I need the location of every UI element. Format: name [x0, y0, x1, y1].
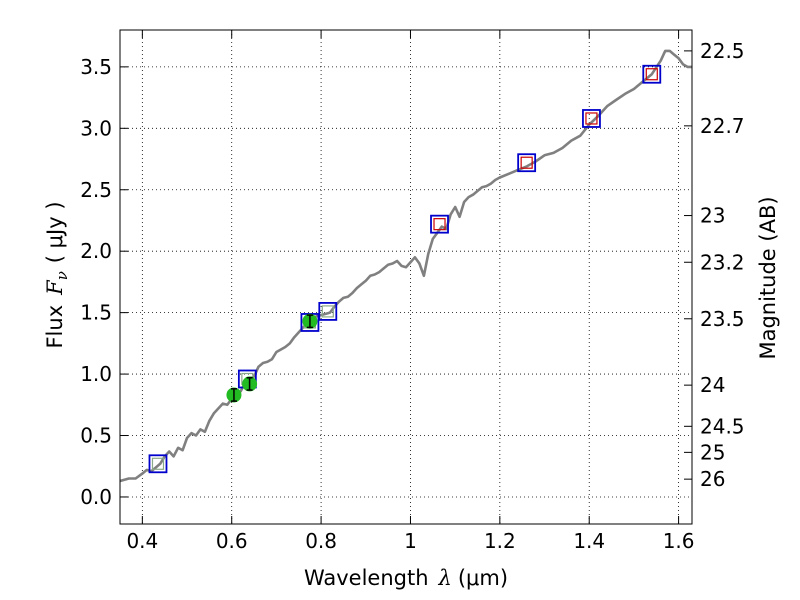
photometry-markers — [148, 64, 662, 474]
plot-frame — [119, 29, 693, 525]
y2-axis-label: Magnitude (AB) — [756, 196, 780, 359]
y-tick-label: 1.5 — [80, 301, 112, 325]
model-photometry-inner-square — [151, 457, 165, 470]
y-axis-ticks: 0.0 0.5 1.0 1.5 2.0 2.5 3.0 3.5 — [80, 55, 128, 509]
mag-tick-label: 26 — [700, 467, 725, 491]
model-photometry-inner-square — [520, 156, 533, 169]
x-axis-ticks: 0.4 0.6 0.8 1 1.2 1.4 1.6 — [126, 30, 695, 553]
x-tick-label: 0.4 — [126, 529, 158, 553]
y-tick-label: 1.0 — [80, 362, 112, 386]
model-photometry-square — [430, 214, 449, 234]
magnitude-axis-ticks: 22.5 22.7 23 23.2 23.5 24 24.525 26 — [684, 39, 745, 491]
model-photometry-square — [517, 153, 537, 173]
model-photometry-inner-square — [585, 112, 598, 125]
x-tick-label: 1.2 — [484, 529, 516, 553]
mag-tick-label: 24.5 — [700, 414, 745, 438]
grid-lines — [120, 30, 692, 524]
y-tick-label: 2.5 — [80, 178, 112, 202]
y-tick-label: 3.5 — [80, 55, 112, 79]
model-photometry-inner-square — [433, 218, 446, 231]
mag-tick-label: 25 — [700, 440, 725, 464]
y-tick-label: 0.5 — [80, 424, 112, 448]
y-tick-label: 0.0 — [80, 485, 112, 509]
y-axis-label: FluxFν( μJy ) — [43, 201, 71, 348]
spectrum-line — [119, 49, 692, 483]
model-photometry-square — [318, 302, 338, 321]
model-spectrum — [119, 49, 692, 483]
x-tick-label: 0.6 — [216, 529, 248, 553]
x-axis-label: Wavelength λ (μm) — [304, 566, 508, 590]
mag-tick-label: 23.2 — [700, 250, 745, 274]
x-tick-label: 1 — [404, 529, 417, 553]
model-photometry-square — [642, 64, 662, 84]
model-photometry-square — [148, 454, 168, 474]
mag-tick-label: 22.7 — [700, 114, 745, 138]
x-tick-label: 0.8 — [305, 529, 337, 553]
y-tick-label: 3.0 — [80, 116, 112, 140]
x-tick-label: 1.6 — [663, 529, 695, 553]
mag-tick-label: 23.5 — [700, 307, 745, 331]
model-photometry-square — [582, 109, 601, 128]
x-tick-label: 1.4 — [573, 529, 605, 553]
model-photometry-inner-square — [321, 305, 334, 318]
mag-tick-label: 23 — [700, 204, 725, 228]
mag-tick-label: 22.5 — [700, 39, 745, 63]
mag-tick-label: 24 — [700, 373, 725, 397]
y-tick-label: 2.0 — [80, 239, 112, 263]
model-photometry-inner-square — [645, 68, 658, 81]
